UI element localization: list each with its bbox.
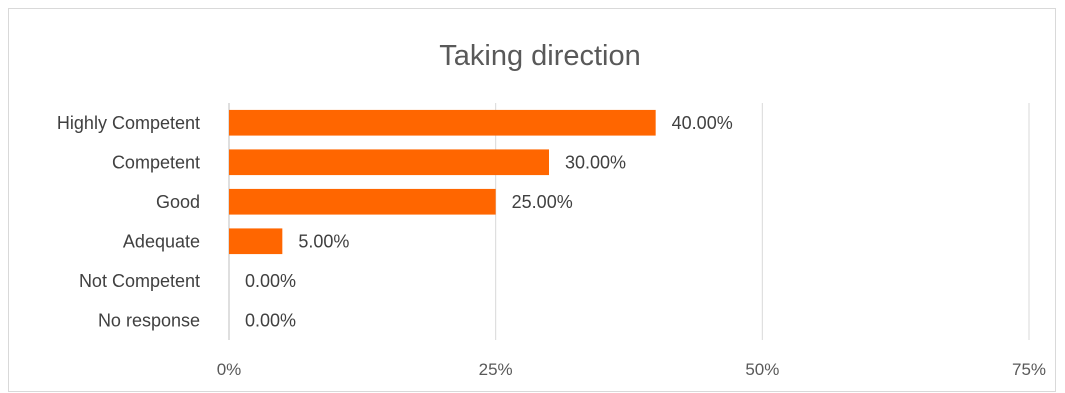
x-tick-labels: 0% 25% 50% 75% [217,360,1046,379]
x-tick-label: 25% [479,360,513,379]
data-label: 0.00% [245,310,296,330]
x-tick-label: 75% [1012,360,1046,379]
data-label: 25.00% [512,192,573,212]
bar [229,228,283,255]
bar [229,109,656,136]
data-labels: 40.00%30.00%25.00%5.00%0.00%0.00% [245,113,733,331]
data-label: 30.00% [565,152,626,172]
bars [229,109,656,255]
data-label: 40.00% [672,113,733,133]
category-labels: Highly Competent Competent Good Adequate Not… [57,113,200,331]
x-tick-label: 50% [745,360,779,379]
category-label: Not Competent [79,271,200,291]
bar [229,149,549,176]
category-label: No response [98,310,200,330]
chart-frame [8,8,1056,392]
chart-title: Taking direction [439,40,641,72]
data-label: 5.00% [298,231,349,251]
category-label: Highly Competent [57,113,200,133]
category-label: Good [156,192,200,212]
bar [229,188,496,215]
gridlines [228,103,1030,340]
data-label: 0.00% [245,271,296,291]
category-label: Competent [112,152,200,172]
category-label: Adequate [123,231,200,251]
x-tick-label: 0% [217,360,242,379]
